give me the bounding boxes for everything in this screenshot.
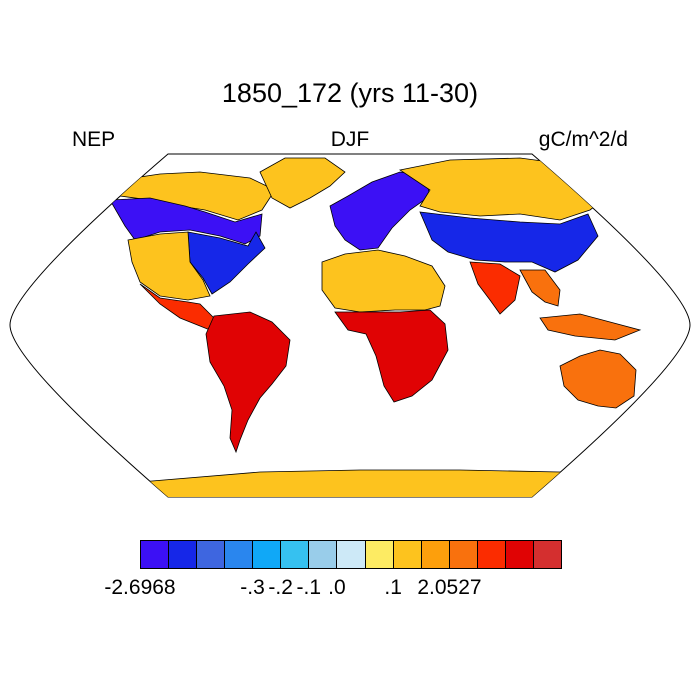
- colorbar-label: .1: [384, 576, 402, 599]
- colorbar-swatch: [253, 541, 282, 568]
- colorbar-swatch: [505, 541, 534, 568]
- season-label: DJF: [330, 128, 370, 151]
- colorbar-swatch: [533, 541, 561, 568]
- colorbar-label: -.3: [240, 576, 265, 599]
- colorbar-swatch: [421, 541, 450, 568]
- region-se-asia-positive: [519, 269, 642, 341]
- colorbar-label: -2.6968: [104, 576, 176, 599]
- variable-label: NEP: [72, 128, 116, 151]
- colorbar-swatch: [169, 541, 198, 568]
- colorbar-swatch: [281, 541, 310, 568]
- colorbar-swatch: [309, 541, 338, 568]
- colorbar-label: 2.0527: [417, 576, 482, 599]
- colorbar-swatch: [365, 541, 394, 568]
- colorbar-label: -.1: [296, 576, 322, 599]
- colorbar-swatch: [225, 541, 254, 568]
- units-label: gC/m^2/d: [538, 128, 628, 151]
- colorbar-swatch: [197, 541, 226, 568]
- colorbar-swatch: [141, 541, 170, 568]
- region-greenland: [259, 157, 346, 209]
- colorbar-label: .0: [328, 576, 346, 599]
- colorbar-swatch: [449, 541, 478, 568]
- colorbar-swatch: [393, 541, 422, 568]
- colorbar-swatch: [477, 541, 506, 568]
- region-east-asia-negative: [419, 211, 599, 273]
- region-usa-east-negative: [187, 231, 266, 295]
- map-title: 1850_172 (yrs 11-30): [221, 78, 479, 108]
- region-europe-negative: [329, 171, 431, 251]
- region-india-positive: [469, 261, 521, 315]
- region-usa-central: [127, 231, 211, 301]
- colorbar-label: -.2: [268, 576, 293, 599]
- colorbar-labels: -2.6968 -.3 -.2 -.1 .0 .1 2.0527: [104, 576, 562, 600]
- colorbar: [140, 540, 562, 569]
- region-sahara: [321, 249, 446, 313]
- region-new-zealand-positive: [635, 399, 661, 429]
- region-south-america-positive: [205, 311, 291, 454]
- region-africa-tropics-positive: [334, 309, 449, 403]
- region-antarctica: [19, 469, 690, 497]
- colorbar-swatch: [337, 541, 366, 568]
- region-australia-positive: [559, 349, 637, 409]
